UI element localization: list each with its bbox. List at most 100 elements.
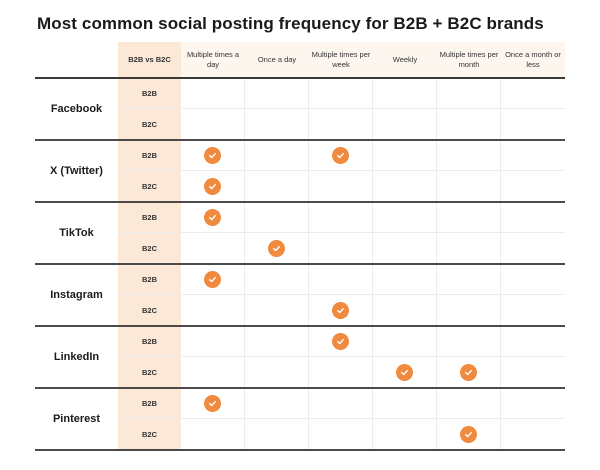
check-circle-icon xyxy=(204,271,221,288)
frequency-cell xyxy=(181,79,245,109)
frequency-cell xyxy=(309,141,373,171)
segment-label: B2B xyxy=(118,203,181,233)
frequency-cell xyxy=(181,141,245,171)
frequency-cell xyxy=(181,203,245,233)
frequency-cell xyxy=(309,389,373,419)
platform-group: TikTok B2B B2C xyxy=(35,203,565,265)
chart-title: Most common social posting frequency for… xyxy=(37,14,544,33)
frequency-cell xyxy=(501,327,565,356)
frequency-cell xyxy=(309,327,373,357)
segment-label: B2C xyxy=(118,295,181,325)
table-row: B2B xyxy=(118,265,565,296)
frequency-cell xyxy=(373,357,437,387)
header-frequency: Multiple times per month xyxy=(439,49,499,69)
table-row: B2C xyxy=(118,419,565,449)
check-circle-icon xyxy=(332,333,349,350)
frequency-cell xyxy=(501,79,565,108)
frequency-cell xyxy=(245,203,309,233)
frequency-cell xyxy=(181,389,245,419)
frequency-cell xyxy=(309,295,373,325)
frequency-cell xyxy=(501,171,565,201)
check-circle-icon xyxy=(204,395,221,412)
frequency-cell xyxy=(245,141,309,171)
frequency-cell xyxy=(501,357,565,387)
platform-group: X (Twitter) B2B B2C xyxy=(35,141,565,203)
check-circle-icon xyxy=(204,177,221,195)
frequency-cell xyxy=(245,233,309,263)
check-circle-icon xyxy=(460,425,477,443)
frequency-cell xyxy=(437,327,501,357)
platform-group: Pinterest B2B B2C xyxy=(35,389,565,451)
check-circle-icon xyxy=(268,239,285,257)
frequency-cell xyxy=(373,171,437,201)
frequency-cell xyxy=(501,233,565,263)
frequency-cell xyxy=(245,389,309,419)
frequency-cell xyxy=(309,265,373,295)
frequency-cell xyxy=(437,109,501,139)
frequency-cell xyxy=(373,389,437,419)
frequency-cell xyxy=(373,203,437,233)
frequency-cell xyxy=(245,295,309,325)
check-circle-icon xyxy=(204,147,221,164)
table-body: Facebook B2B B2C X (Twitter) B2B B2C TikTok B2B… xyxy=(35,79,565,451)
frequency-cell xyxy=(437,357,501,387)
frequency-cell xyxy=(437,171,501,201)
table-row: B2C xyxy=(118,295,565,325)
frequency-cell xyxy=(181,419,245,449)
table-row: B2C xyxy=(118,109,565,139)
frequency-cell xyxy=(501,265,565,294)
header-frequency: Multiple times per week xyxy=(311,49,371,69)
frequency-cell xyxy=(437,233,501,263)
table-row: B2B xyxy=(118,389,565,420)
frequency-cell xyxy=(181,357,245,387)
table-row: B2B xyxy=(118,141,565,172)
header-segment: B2B vs B2C xyxy=(118,42,181,77)
table-row: B2B xyxy=(118,327,565,358)
frequency-cell xyxy=(437,203,501,233)
frequency-cell xyxy=(181,171,245,201)
frequency-cell xyxy=(501,203,565,232)
segment-label: B2B xyxy=(118,327,181,357)
frequency-cell xyxy=(501,419,565,449)
frequency-cell xyxy=(181,327,245,357)
frequency-cell xyxy=(501,295,565,325)
frequency-cell xyxy=(437,389,501,419)
frequency-cell xyxy=(309,419,373,449)
check-circle-icon xyxy=(460,363,477,381)
frequency-cell xyxy=(373,233,437,263)
platform-group: LinkedIn B2B B2C xyxy=(35,327,565,389)
platform-label: TikTok xyxy=(59,227,94,239)
segment-label: B2C xyxy=(118,419,181,449)
check-circle-icon xyxy=(204,209,221,226)
frequency-cell xyxy=(245,171,309,201)
frequency-cell xyxy=(373,141,437,171)
header-frequency: Multiple times a day xyxy=(186,49,240,69)
frequency-cell xyxy=(181,109,245,139)
frequency-cell xyxy=(501,141,565,170)
frequency-cell xyxy=(245,327,309,357)
platform-label: Instagram xyxy=(50,289,103,301)
check-circle-icon xyxy=(332,147,349,164)
segment-label: B2C xyxy=(118,233,181,263)
frequency-cell xyxy=(373,327,437,357)
frequency-cell xyxy=(309,79,373,109)
header-frequency: Once a month or less xyxy=(505,49,561,69)
frequency-cell xyxy=(309,357,373,387)
frequency-cell xyxy=(501,109,565,139)
frequency-cell xyxy=(373,295,437,325)
segment-label: B2C xyxy=(118,357,181,387)
frequency-cell xyxy=(437,419,501,449)
frequency-cell xyxy=(437,265,501,295)
frequency-cell xyxy=(309,171,373,201)
frequency-cell xyxy=(181,265,245,295)
table-header: B2B vs B2C Multiple times a day Once a d… xyxy=(35,42,565,79)
frequency-cell xyxy=(373,265,437,295)
frequency-cell xyxy=(181,233,245,263)
frequency-cell xyxy=(437,141,501,171)
frequency-cell xyxy=(309,109,373,139)
header-platform-blank xyxy=(35,42,118,77)
table-row: B2B xyxy=(118,79,565,110)
table-row: B2C xyxy=(118,233,565,263)
platform-label: Facebook xyxy=(50,103,103,115)
frequency-cell xyxy=(309,233,373,263)
